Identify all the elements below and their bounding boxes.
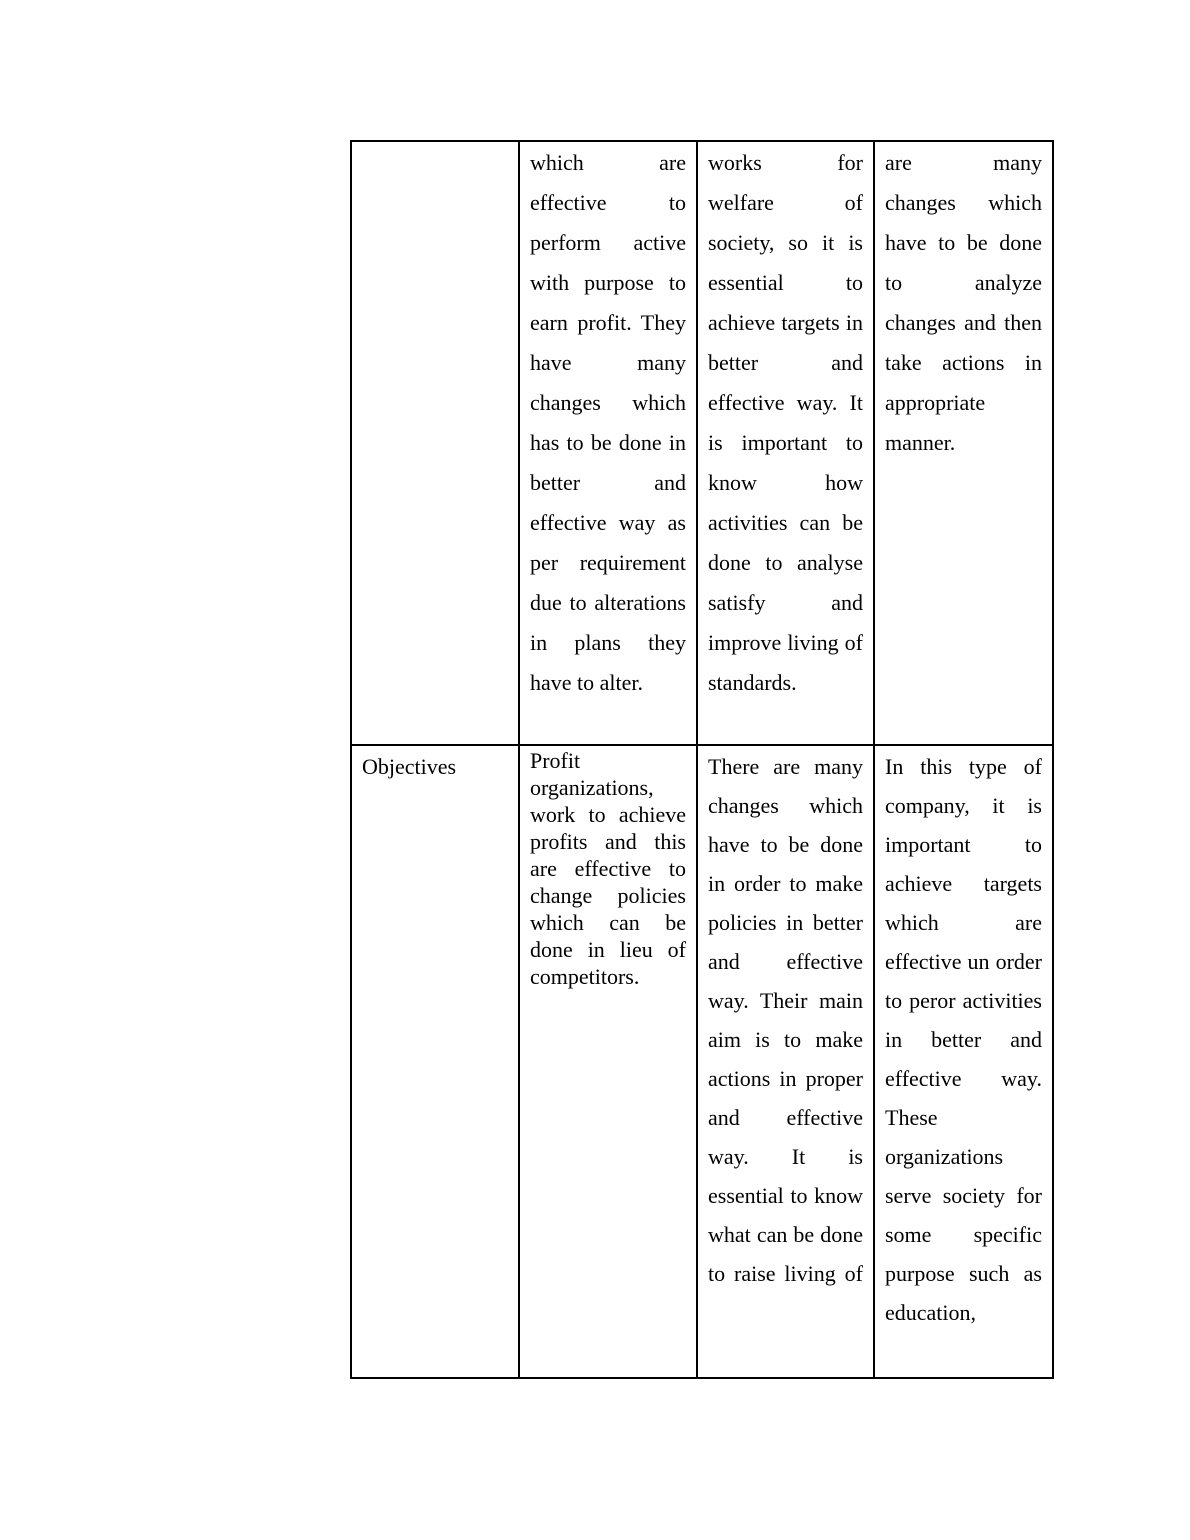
row-label-cell-empty	[350, 140, 520, 746]
cell-objectives-profit-org: Profit organizations, work to achieve pr…	[518, 744, 698, 1379]
cell-welfare-org-continued: works for welfare of society, so it is e…	[696, 140, 875, 746]
cell-objectives-policies-org: There are many changes which have to be …	[696, 744, 875, 1379]
cell-other-org-continued: are many changes which have to be done t…	[873, 140, 1054, 746]
cell-text-clipped: In this type of company, it is important…	[885, 754, 1042, 1325]
table-row-objectives: Objectives Profit organizations, work to…	[350, 744, 1054, 1379]
row-label-cell-objectives: Objectives	[350, 744, 520, 1379]
table-row-continued: which are effective to perform active wi…	[350, 140, 1054, 746]
organization-comparison-table: which are effective to perform active wi…	[350, 140, 1054, 1379]
cell-objectives-society-org: In this type of company, it is important…	[873, 744, 1054, 1379]
cell-text-clipped: There are many changes which have to be …	[708, 754, 863, 1286]
cell-profit-org-continued: which are effective to perform active wi…	[518, 140, 698, 746]
